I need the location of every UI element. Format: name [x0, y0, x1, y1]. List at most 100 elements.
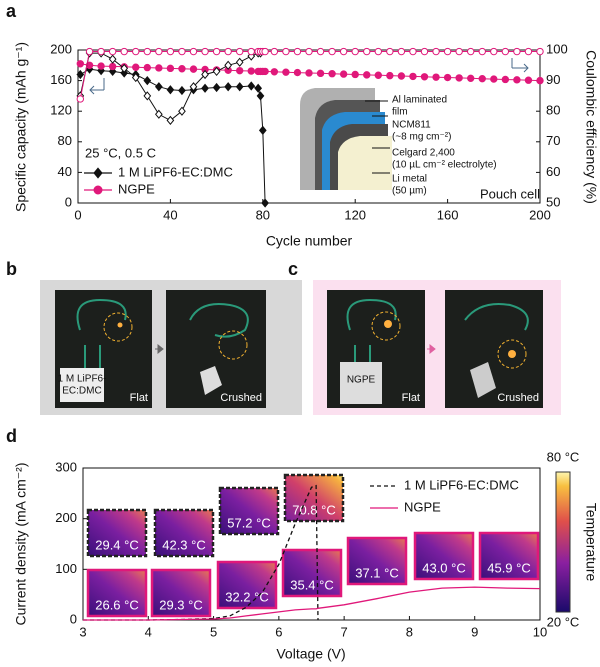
marker: [120, 47, 128, 56]
marker: [536, 76, 544, 85]
wire: [346, 298, 397, 365]
marker: [247, 51, 256, 61]
y-tick-label: 80: [58, 133, 72, 148]
marker: [328, 47, 336, 56]
photo: [445, 290, 543, 408]
y-tick-label: 0: [65, 194, 72, 209]
marker: [154, 109, 163, 119]
panel-b: 1 M LiPF6- EC:DMC Flat Crushed: [40, 280, 302, 415]
thermal-label: 45.9 °C: [487, 560, 531, 575]
crushed-cell: [470, 362, 496, 398]
marker: [76, 69, 85, 80]
annotation: 25 °C, 0.5 C: [85, 145, 156, 160]
plot-frame: [82, 467, 541, 621]
y2-tick-label: 70: [546, 133, 560, 148]
marker: [316, 47, 325, 56]
marker: [108, 62, 117, 71]
marker: [351, 47, 359, 56]
marker: [443, 73, 452, 82]
sample-label: 1 M LiPF6-: [58, 374, 107, 385]
y2-tick-label: 80: [546, 103, 560, 118]
marker: [76, 60, 85, 68]
inset-label: Celgard 2,400: [392, 148, 455, 159]
x-tick-label: 5: [210, 624, 217, 639]
marker: [178, 85, 186, 96]
marker: [316, 69, 325, 78]
marker: [97, 47, 105, 56]
marker: [235, 82, 244, 92]
marker: [455, 47, 463, 56]
thermal-label: 37.1 °C: [355, 565, 399, 580]
marker: [261, 67, 269, 76]
annotation: Pouch cell: [480, 186, 540, 201]
marker: [293, 47, 302, 56]
chart-d: Current density (mA cm⁻²) Voltage (V) 80…: [13, 449, 600, 661]
marker: [166, 64, 175, 73]
marker: [513, 76, 521, 84]
x-tick-label: 200: [529, 207, 551, 222]
marker: [120, 63, 129, 73]
thermal-label: 35.4 °C: [290, 577, 334, 592]
marker: [397, 47, 406, 56]
marker: [363, 47, 371, 56]
y2-tick-label: 90: [546, 72, 560, 87]
marker: [282, 47, 290, 56]
y-axis-label: Specific capacity (mAh g⁻¹): [13, 42, 29, 212]
panel-label: c: [288, 259, 298, 279]
thermal-label: 29.3 °C: [159, 597, 203, 612]
thermal-image: [86, 508, 148, 558]
thermal-image: [218, 486, 280, 536]
thermal-image: [346, 536, 408, 586]
marker: [282, 68, 290, 76]
marker: [247, 67, 255, 75]
marker: [235, 57, 244, 67]
marker: [386, 71, 394, 80]
legend-label: NGPE: [404, 499, 441, 514]
x-tick-label: 10: [533, 624, 547, 639]
x-tick-label: 9: [471, 624, 478, 639]
marker: [189, 82, 198, 92]
marker: [386, 47, 394, 56]
x-tick-label: 120: [344, 207, 366, 222]
marker: [189, 47, 198, 56]
pouch-cell-inset: [300, 88, 392, 190]
x-tick-label: 6: [275, 624, 282, 639]
thermal-image: [216, 560, 278, 610]
marker: [154, 82, 163, 92]
marker: [143, 47, 152, 56]
thermal-label: 57.2 °C: [227, 515, 271, 530]
marker: [443, 47, 452, 56]
marker: [108, 54, 117, 64]
marker: [166, 47, 175, 56]
thermal-image: [413, 531, 475, 581]
highlight: [497, 339, 527, 369]
marker: [224, 82, 233, 92]
marker: [93, 167, 103, 179]
marker: [143, 75, 152, 86]
marker: [189, 65, 198, 73]
thermal-label: 29.4 °C: [95, 537, 139, 552]
photo: [166, 290, 266, 408]
marker: [501, 75, 510, 84]
marker: [143, 63, 152, 72]
marker: [212, 47, 221, 56]
y-tick-label: 40: [58, 164, 72, 179]
colorbar-label: 20 °C: [547, 614, 580, 629]
highlight: [371, 311, 401, 341]
marker: [85, 47, 94, 56]
y-tick-label: 100: [55, 561, 77, 576]
photo-caption: Flat: [130, 392, 148, 404]
marker: [155, 64, 163, 72]
sample-tag: [340, 362, 382, 404]
marker: [201, 69, 209, 80]
marker: [305, 69, 313, 77]
marker: [467, 47, 475, 56]
marker: [201, 47, 209, 56]
marker: [293, 68, 302, 77]
y-tick-label: 300: [55, 459, 77, 474]
marker: [212, 82, 221, 93]
y-tick-label: 120: [50, 103, 72, 118]
x-tick-label: 160: [437, 207, 459, 222]
marker: [490, 75, 498, 83]
marker: [536, 47, 544, 56]
